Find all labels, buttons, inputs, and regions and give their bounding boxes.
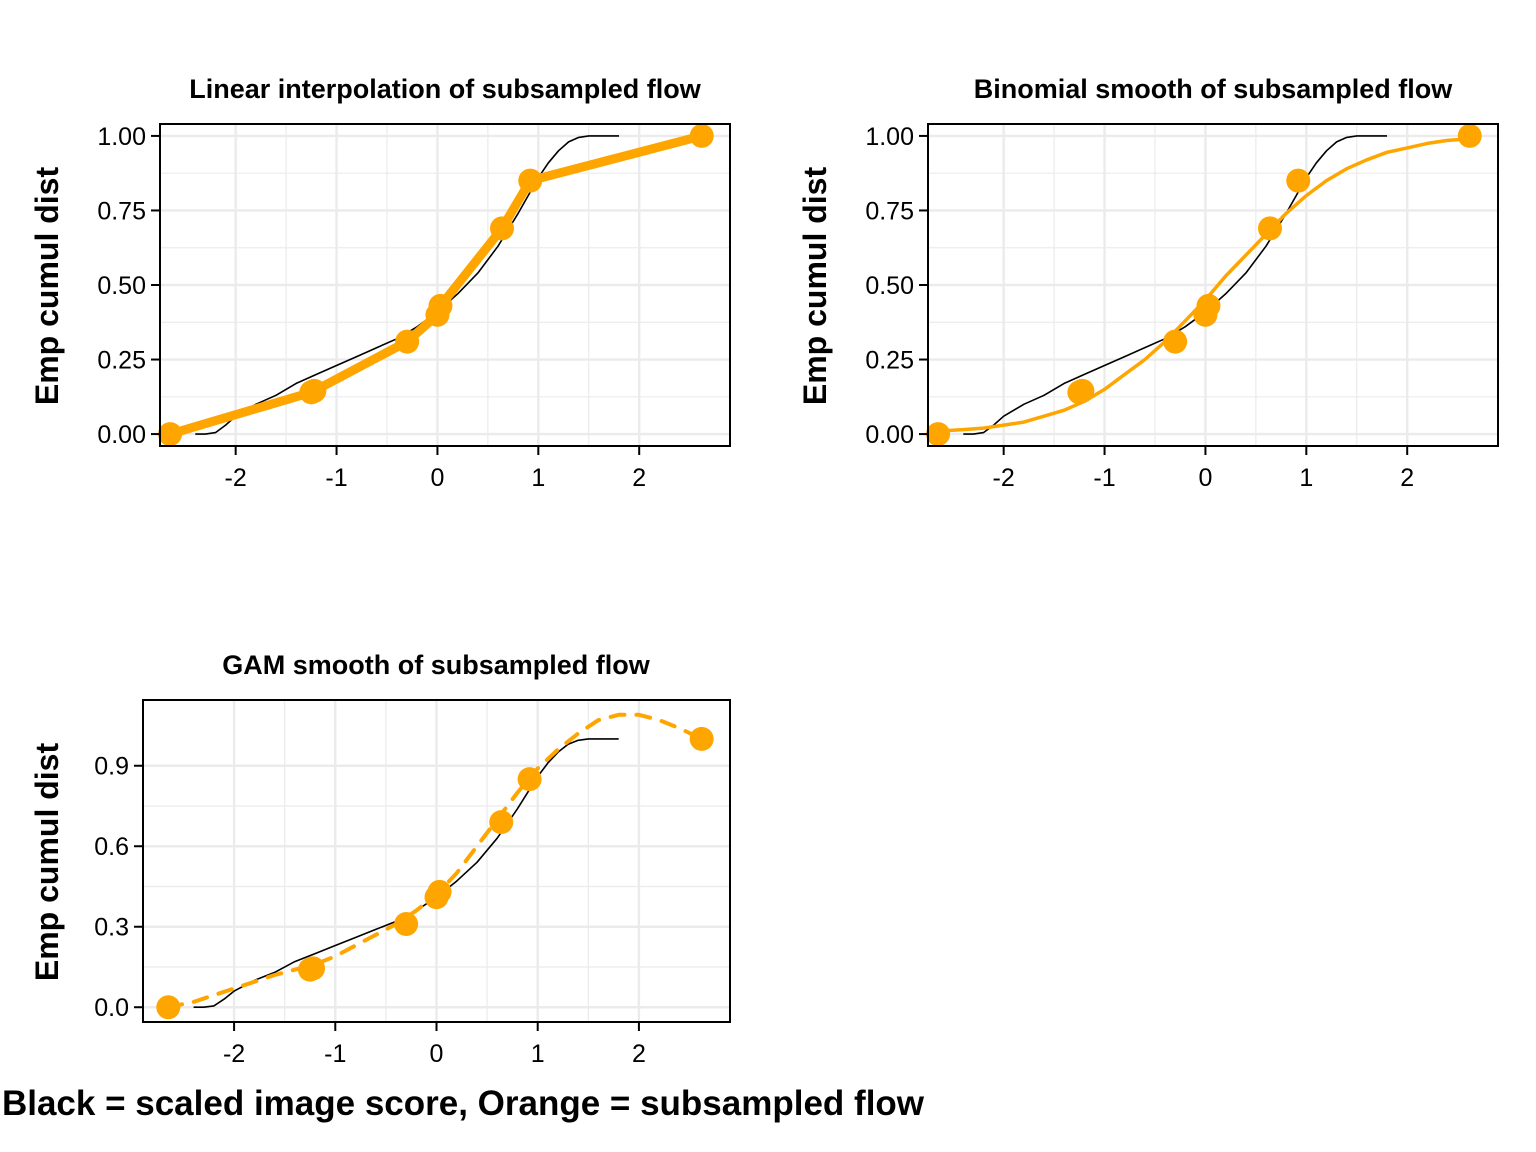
plot-area: -2 -1 0 1 2 0.00 0.25 0.50 0.75 1.00: [865, 123, 1499, 492]
y-tick-label: 0.75: [865, 197, 914, 225]
x-tick-label: -1: [325, 464, 347, 492]
subsampled-flow-point: [156, 995, 181, 1020]
y-tick-label: 0.00: [865, 421, 914, 449]
y-tick-label: 1.00: [865, 123, 914, 151]
x-tick-label: -1: [1093, 464, 1115, 492]
y-axis-label: Emp cumul dist: [797, 167, 833, 406]
subsampled-flow-point: [1163, 329, 1188, 354]
subsampled-flow-point: [1457, 123, 1482, 148]
subsampled-flow-point: [395, 329, 420, 354]
subsampled-flow-point: [1070, 378, 1095, 403]
x-tick-label: -2: [993, 464, 1015, 492]
subsampled-flow-point: [517, 767, 542, 792]
y-tick-label: 0.25: [97, 347, 146, 375]
subsampled-flow-point: [394, 912, 419, 937]
x-tick-label: 0: [430, 1040, 444, 1068]
x-tick-label: -2: [223, 1040, 245, 1068]
x-tick-label: 1: [1299, 464, 1313, 492]
y-tick-label: 0.3: [94, 914, 129, 942]
x-tick-label: 2: [632, 464, 646, 492]
x-tick-label: -2: [225, 464, 247, 492]
x-tick-label: -1: [324, 1040, 346, 1068]
x-tick-label: 0: [1198, 464, 1212, 492]
subsampled-flow-point: [427, 879, 452, 904]
subsampled-flow-point: [302, 378, 327, 403]
y-tick-label: 0.75: [97, 197, 146, 225]
y-tick-label: 0.50: [865, 272, 914, 300]
panel-title: GAM smooth of subsampled flow: [222, 650, 651, 680]
subsampled-flow-point: [1286, 168, 1311, 193]
panel-title: Linear interpolation of subsampled flow: [189, 74, 702, 104]
subsampled-flow-point: [1196, 293, 1221, 318]
y-tick-label: 0.6: [94, 833, 129, 861]
panel-gam-smooth: GAM smooth of subsampled flow Emp cumul …: [29, 650, 731, 1068]
subsampled-flow-point: [301, 956, 326, 981]
x-tick-label: 1: [531, 1040, 545, 1068]
subsampled-flow-point: [926, 422, 951, 447]
y-tick-label: 0.9: [94, 753, 129, 781]
x-tick-label: 2: [632, 1040, 646, 1068]
subsampled-flow-point: [489, 810, 514, 835]
x-tick-label: 0: [430, 464, 444, 492]
x-tick-label: 1: [531, 464, 545, 492]
x-axis-caption: Black = scaled image score, Orange = sub…: [2, 1084, 925, 1123]
panel-linear-interpolation: Linear interpolation of subsampled flow …: [29, 74, 731, 492]
x-tick-label: 2: [1400, 464, 1414, 492]
plot-area: -2 -1 0 1 2 0.0 0.3 0.6 0.9: [94, 699, 731, 1068]
y-tick-label: 0.0: [94, 994, 129, 1022]
y-tick-label: 0.00: [97, 421, 146, 449]
panel-title: Binomial smooth of subsampled flow: [974, 74, 1454, 104]
subsampled-flow-point: [158, 422, 183, 447]
y-tick-label: 0.50: [97, 272, 146, 300]
y-tick-label: 1.00: [97, 123, 146, 151]
panel-binomial-smooth: Binomial smooth of subsampled flow Emp c…: [797, 74, 1499, 492]
subsampled-flow-point: [689, 123, 714, 148]
subsampled-flow-point: [1258, 216, 1282, 241]
subsampled-flow-point: [689, 726, 714, 751]
y-tick-label: 0.25: [865, 347, 914, 375]
plot-area: -2 -1 0 1 2 0.00 0.25 0.50 0.75 1.00: [97, 123, 731, 492]
y-axis-label: Emp cumul dist: [29, 743, 65, 982]
y-axis-label: Emp cumul dist: [29, 167, 65, 406]
subsampled-flow-point: [428, 293, 453, 318]
subsampled-flow-point: [490, 216, 514, 241]
subsampled-flow-point: [518, 168, 543, 193]
